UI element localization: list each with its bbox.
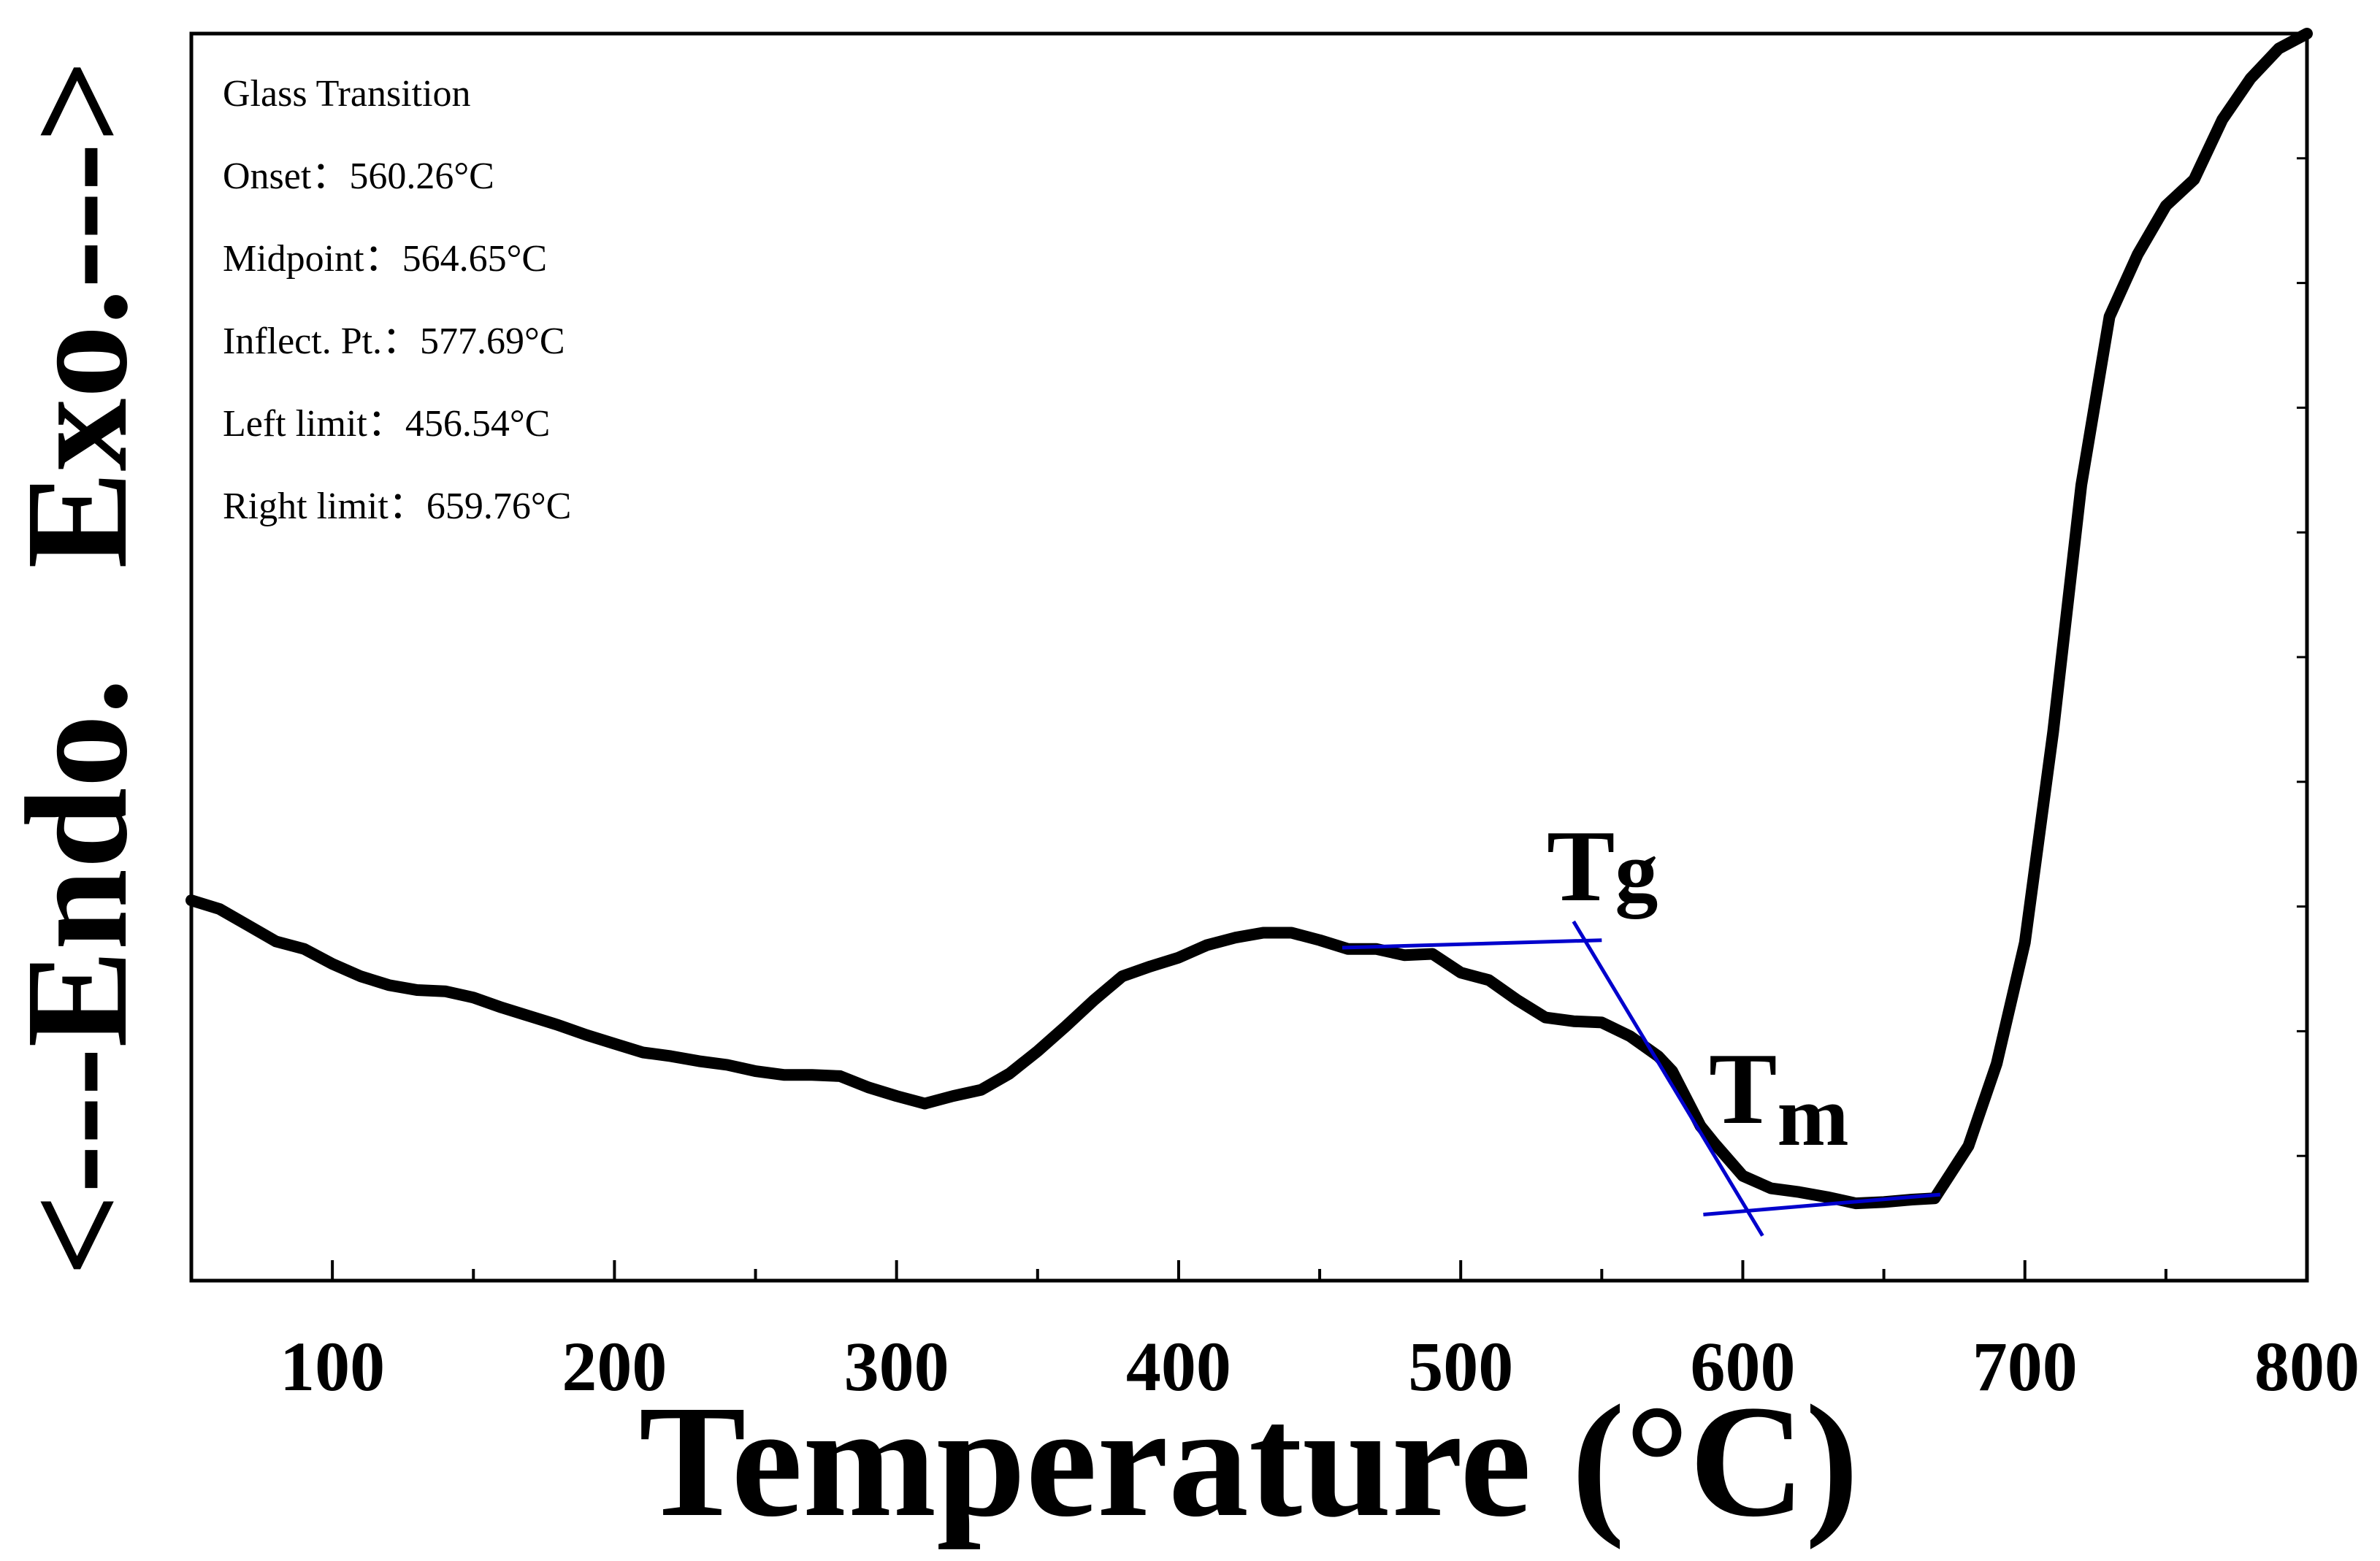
tm-sub: m [1777, 1068, 1848, 1164]
info-line-0: Glass Transition [223, 73, 471, 115]
tangent-lines [1342, 920, 1941, 1237]
x-tick-label-300: 300 [844, 1327, 949, 1405]
y-axis-label: <---Endo. Exo.---> [0, 60, 158, 1277]
x-tick-label-700: 700 [1973, 1327, 2078, 1405]
y-ticks [2297, 157, 2307, 1157]
x-ticks [190, 1260, 2308, 1281]
x-tick-labels: 100 200 300 400 500 600 700 800 [280, 1327, 2360, 1405]
info-line-3: Inflect. Pt.：577.69°C [223, 321, 565, 362]
tangent-line-0 [1342, 938, 1602, 950]
glass-transition-info: Glass Transition Onset：560.26°C Midpoint：5… [223, 73, 571, 527]
x-tick-label-400: 400 [1126, 1327, 1231, 1405]
tangent-line-2 [1703, 1192, 1941, 1216]
x-tick-label-500: 500 [1408, 1327, 1513, 1405]
series-line-0 [185, 28, 2313, 1210]
x-tick-label-800: 800 [2254, 1327, 2360, 1405]
tm-annotation: Tm [1709, 1032, 1849, 1164]
info-line-2: Midpoint：564.65°C [223, 238, 547, 280]
info-line-4: Left limit：456.54°C [223, 403, 550, 445]
info-line-5: Right limit：659.76°C [223, 486, 571, 527]
x-tick-label-200: 200 [562, 1327, 667, 1405]
tg-annotation: Tg [1547, 810, 1658, 923]
x-tick-label-600: 600 [1690, 1327, 1795, 1405]
x-axis-label: Temperature (°C) [639, 1372, 1859, 1550]
series-group [185, 28, 2313, 1210]
info-line-1: Onset：560.26°C [223, 156, 494, 197]
tg-main: T [1547, 810, 1615, 923]
tm-main: T [1709, 1032, 1777, 1146]
tg-sub: g [1615, 824, 1658, 919]
x-tick-label-100: 100 [280, 1327, 385, 1405]
tangent-line-1 [1572, 920, 1764, 1237]
